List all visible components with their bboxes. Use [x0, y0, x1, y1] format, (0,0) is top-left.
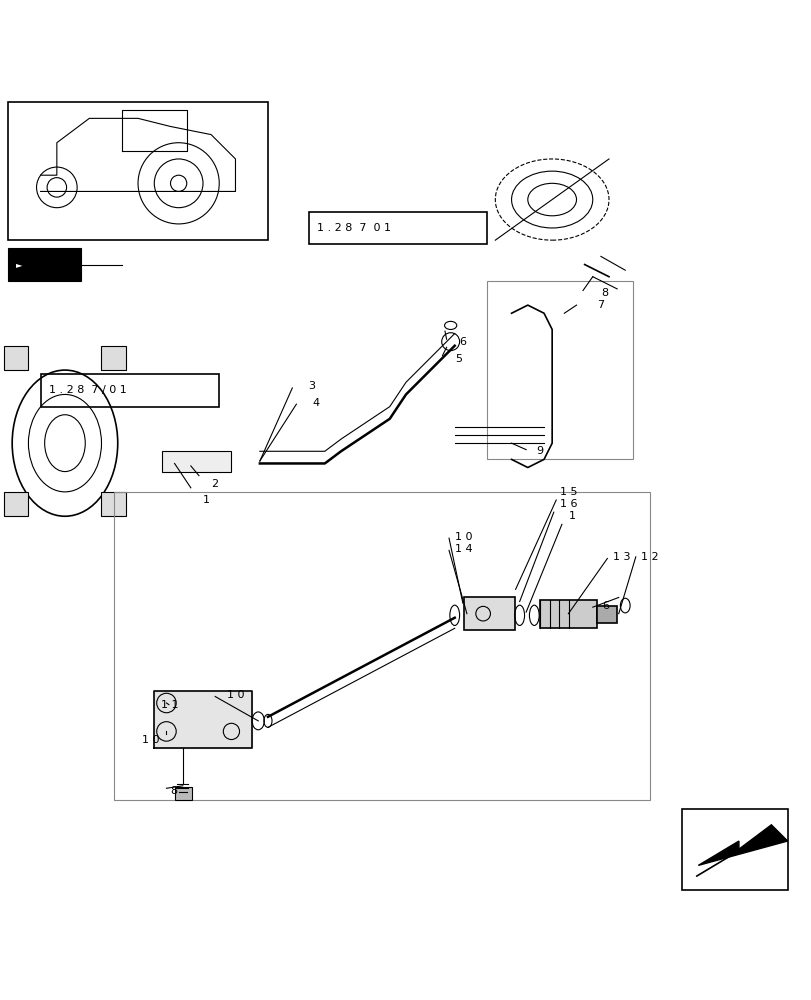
Bar	[596, 606, 616, 623]
Bar	[539, 600, 596, 628]
Text: 1 0: 1 0	[142, 735, 160, 745]
Polygon shape	[697, 825, 787, 865]
Bar	[4, 346, 28, 370]
Bar	[41, 374, 219, 407]
Text: 1: 1	[203, 495, 210, 505]
Bar	[114, 492, 649, 800]
Text: 3: 3	[308, 381, 315, 391]
Text: 8: 8	[600, 288, 607, 298]
Text: 2: 2	[211, 479, 218, 489]
Text: 1 2: 1 2	[641, 552, 659, 562]
Bar	[8, 102, 268, 240]
Text: ►: ►	[16, 260, 23, 269]
Text: 1 0: 1 0	[227, 690, 245, 700]
Bar	[681, 809, 787, 890]
Text: 4: 4	[312, 398, 320, 408]
Text: 1 0: 1 0	[454, 532, 472, 542]
Polygon shape	[154, 691, 251, 748]
Bar	[101, 346, 126, 370]
Bar	[4, 492, 28, 516]
Text: 6: 6	[602, 601, 609, 611]
Bar	[174, 787, 192, 800]
Text: 5: 5	[454, 354, 461, 364]
Bar	[464, 597, 514, 630]
Bar	[308, 212, 487, 244]
Text: 1 1: 1 1	[161, 700, 178, 710]
Bar	[162, 451, 231, 472]
Text: 1 5: 1 5	[560, 487, 577, 497]
Text: 1 3: 1 3	[612, 552, 630, 562]
Text: 1 . 2 8  7  0 1: 1 . 2 8 7 0 1	[316, 223, 390, 233]
Bar	[101, 492, 126, 516]
Text: 1: 1	[568, 511, 575, 521]
Text: 7: 7	[596, 300, 603, 310]
Text: 9: 9	[535, 446, 543, 456]
Bar	[8, 248, 81, 281]
Text: 6: 6	[458, 337, 466, 347]
Bar	[487, 281, 633, 459]
Text: 1 . 2 8  7 / 0 1: 1 . 2 8 7 / 0 1	[49, 385, 127, 395]
Text: 1 6: 1 6	[560, 499, 577, 509]
Text: 1 4: 1 4	[454, 544, 472, 554]
Text: 8: 8	[170, 786, 178, 796]
